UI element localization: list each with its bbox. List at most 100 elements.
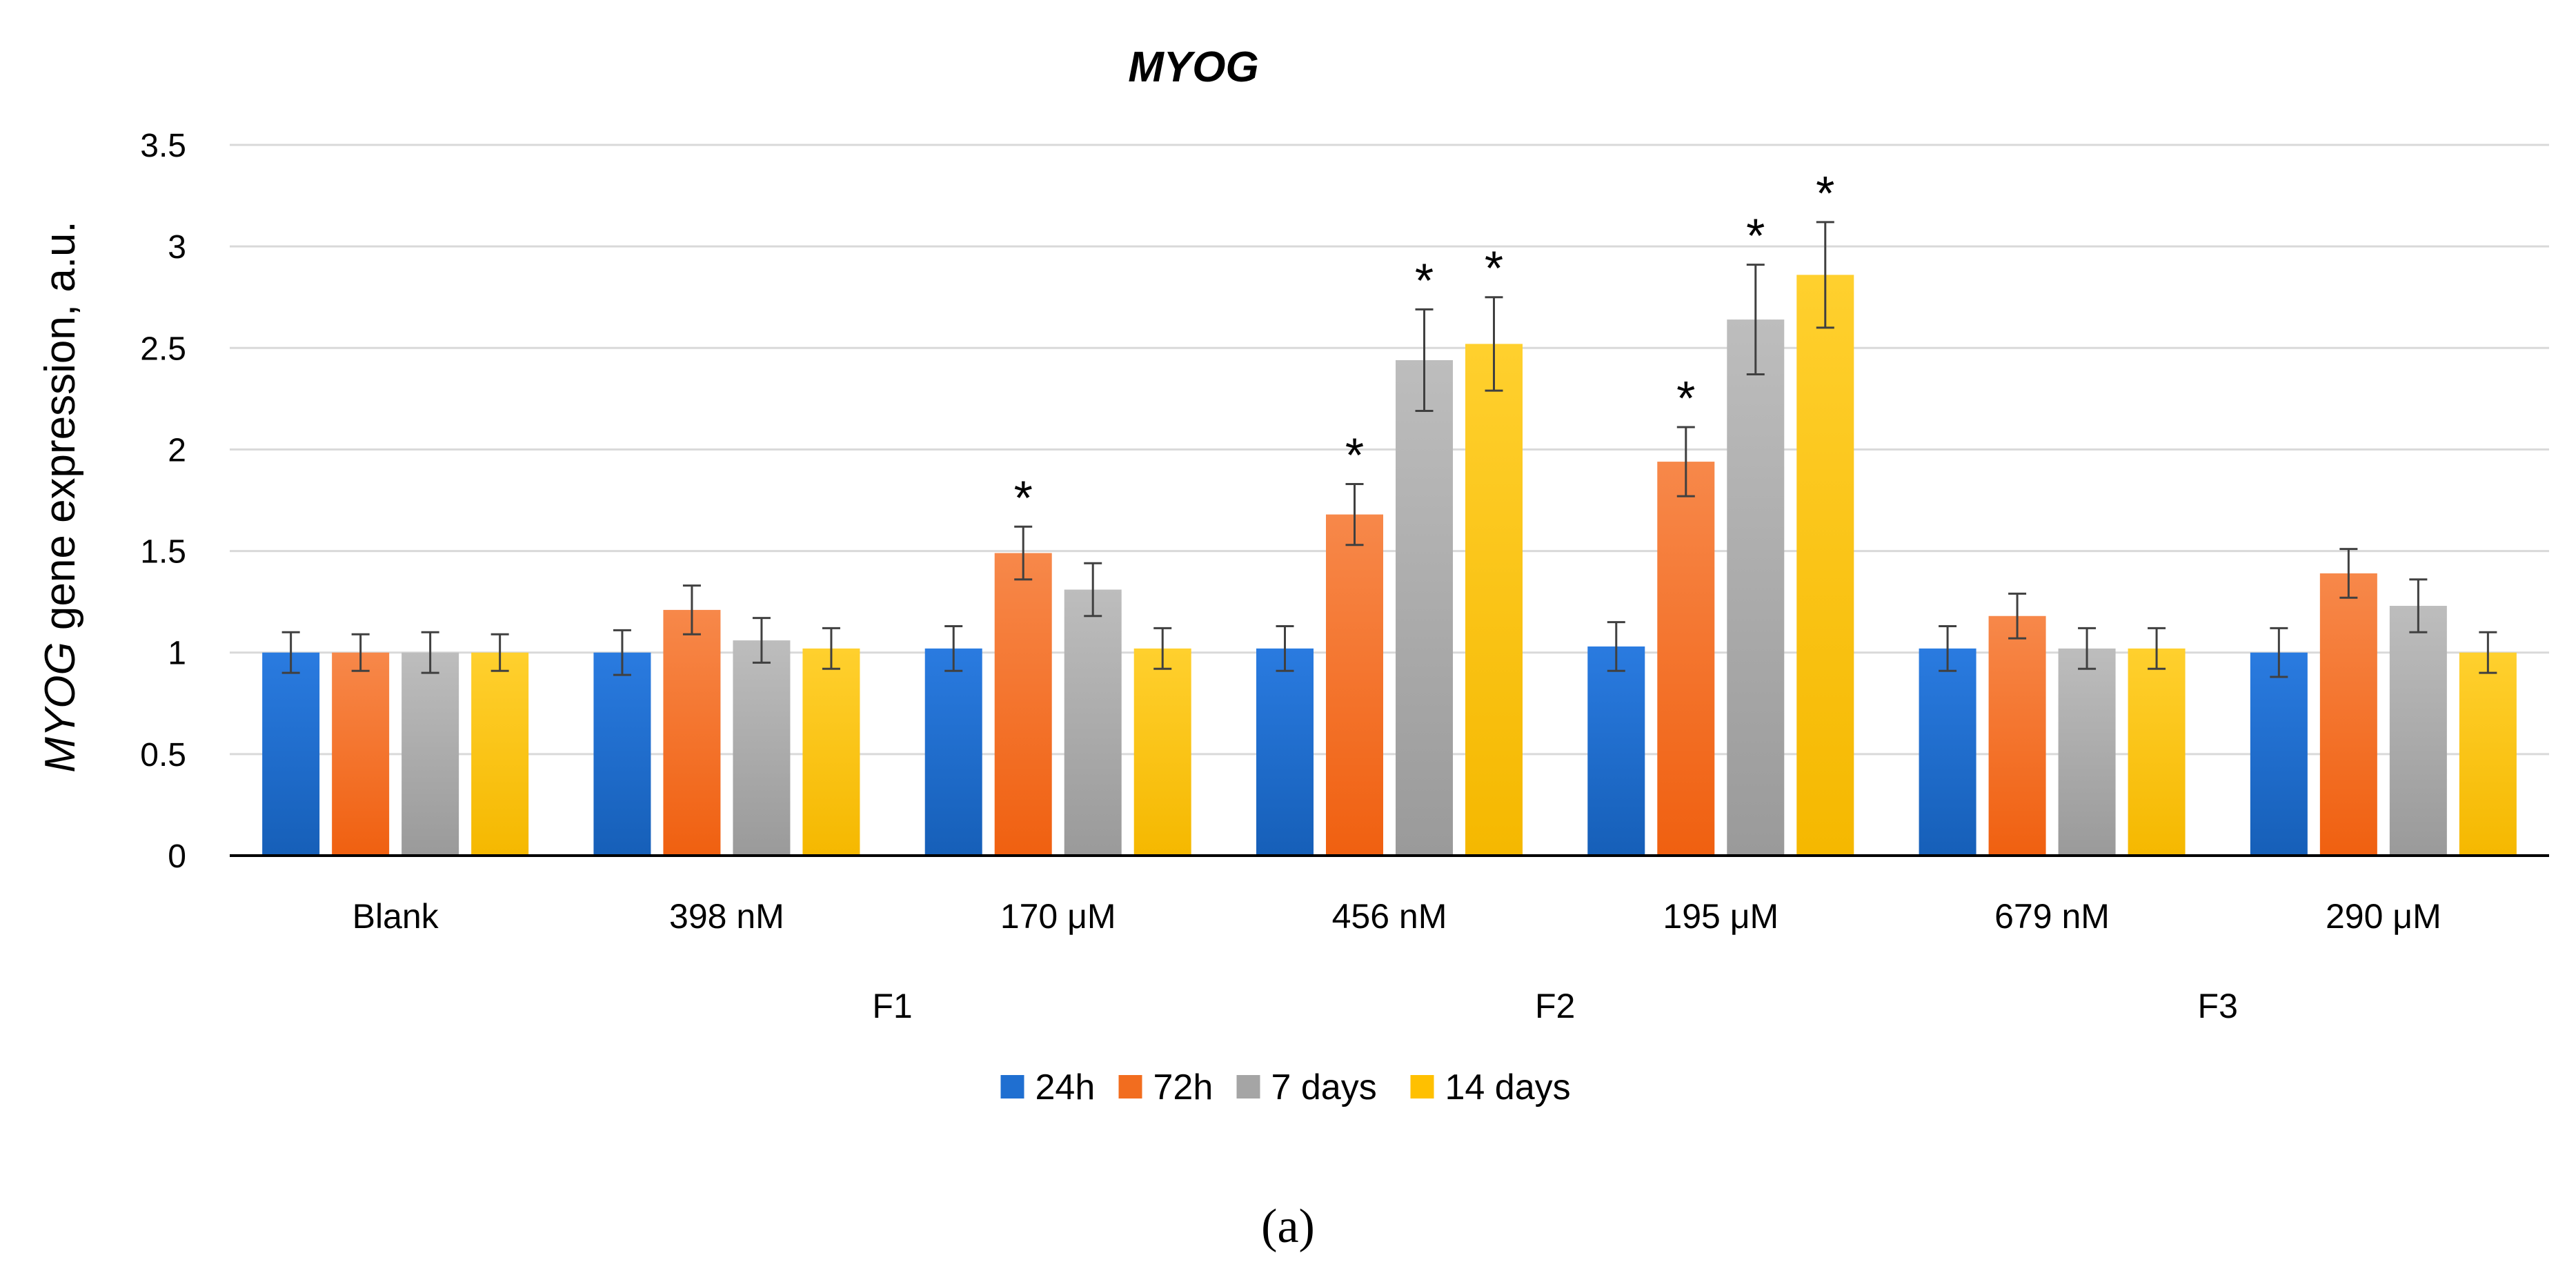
significance-star: *	[1345, 428, 1364, 482]
gridlines	[230, 144, 2549, 756]
chart-title: MYOG	[1128, 43, 1258, 91]
bar-7-days-4	[1727, 319, 1785, 856]
legend: 24h 72h 7 days 14 days	[1000, 1067, 1571, 1107]
bar-24h-1	[593, 652, 651, 856]
significance-star: *	[1014, 471, 1033, 524]
bar-72h-3	[1326, 514, 1383, 856]
error-bars	[281, 221, 2497, 678]
y-tick-label: 2.5	[140, 331, 186, 367]
error-bar	[2078, 627, 2097, 670]
y-tick-label: 1.5	[140, 534, 186, 571]
bar-24h-0	[262, 652, 320, 856]
bar-72h-5	[1988, 615, 2046, 856]
legend-label: 7 days	[1271, 1067, 1377, 1107]
bar-72h-4	[1657, 462, 1715, 856]
bar-72h-1	[663, 609, 721, 856]
bar-14-days-1	[802, 648, 860, 856]
error-bar	[2148, 627, 2166, 670]
error-bar	[822, 627, 840, 670]
legend-item-24h: 24h	[1000, 1067, 1096, 1107]
bar-14-days-6	[2459, 652, 2517, 856]
significance-star: *	[1816, 166, 1834, 220]
error-bar	[1345, 482, 1364, 546]
bar-7-days-6	[2389, 606, 2447, 856]
significance-star: *	[1746, 209, 1765, 263]
error-bar	[1939, 624, 1957, 672]
y-axis-ticks: 0 0.5 1 1.5 2 2.5 3 3.5	[140, 128, 186, 875]
error-bar	[1746, 264, 1765, 376]
bar-72h-6	[2319, 573, 2377, 856]
significance-star: *	[1485, 242, 1503, 295]
error-bar	[1415, 308, 1434, 413]
bars	[262, 275, 2517, 856]
x-category-label: 195 μM	[1663, 897, 1779, 936]
significance-markers: * * * * * * *	[1014, 166, 1835, 524]
error-bar	[351, 633, 370, 672]
y-tick-label: 2	[168, 432, 186, 469]
y-axis-label-rest: gene expression, a.u.	[37, 221, 84, 642]
error-bar	[421, 631, 439, 674]
legend-label: 14 days	[1445, 1067, 1571, 1107]
legend-swatch	[1118, 1075, 1142, 1098]
bar-14-days-0	[471, 652, 529, 856]
category-labels: Blank 398 nM 170 μM 456 nM 195 μM 679 nM 290 μ…	[353, 897, 2441, 936]
y-axis-label-gene: MYOG	[37, 642, 84, 772]
group-labels: F1 F2 F3	[872, 987, 2238, 1025]
x-category-label: 456 nM	[1332, 897, 1447, 936]
bar-7-days-3	[1396, 359, 1453, 856]
legend-label: 72h	[1153, 1067, 1213, 1107]
x-category-label: Blank	[353, 897, 439, 936]
bar-24h-4	[1587, 646, 1645, 856]
legend-item-14-days: 14 days	[1410, 1067, 1571, 1107]
x-category-label: 679 nM	[1994, 897, 2110, 936]
bar-14-days-5	[2128, 648, 2186, 856]
error-bar	[682, 584, 701, 636]
error-bar	[1485, 296, 1503, 392]
x-group-label: F3	[2198, 987, 2238, 1025]
bar-72h-0	[332, 652, 390, 856]
error-bar	[2409, 578, 2428, 633]
legend-swatch	[1236, 1075, 1260, 1098]
bar-7-days-5	[2058, 648, 2116, 856]
figure-caption: (a)	[1261, 1200, 1315, 1253]
x-category-label: 170 μM	[1000, 897, 1116, 936]
error-bar	[1607, 621, 1625, 672]
bar-14-days-3	[1465, 344, 1523, 856]
bar-24h-3	[1256, 648, 1314, 856]
bar-7-days-2	[1064, 589, 1122, 856]
legend-label: 24h	[1036, 1067, 1096, 1107]
bar-24h-5	[1919, 648, 1976, 856]
error-bar	[1084, 562, 1102, 618]
y-tick-label: 3	[168, 229, 186, 266]
y-axis-label: MYOG gene expression, a.u.	[37, 221, 84, 773]
bar-7-days-0	[402, 652, 459, 856]
bar-14-days-2	[1133, 648, 1191, 856]
bar-14-days-4	[1796, 275, 1854, 856]
error-bar	[1816, 221, 1834, 329]
legend-item-72h: 72h	[1118, 1067, 1213, 1107]
error-bar	[1276, 624, 1294, 672]
y-tick-label: 1	[168, 636, 186, 672]
error-bar	[1676, 426, 1695, 497]
x-category-label: 290 μM	[2326, 897, 2441, 936]
x-category-label: 398 nM	[669, 897, 784, 936]
error-bar	[752, 617, 771, 664]
legend-item-7-days: 7 days	[1236, 1067, 1377, 1107]
legend-swatch	[1000, 1075, 1024, 1098]
significance-star: *	[1676, 371, 1695, 425]
y-tick-label: 3.5	[140, 128, 186, 164]
error-bar	[2270, 627, 2288, 678]
bar-72h-2	[994, 553, 1052, 856]
bar-7-days-1	[733, 640, 791, 856]
error-bar	[281, 631, 300, 674]
error-bar	[2479, 631, 2497, 674]
legend-swatch	[1410, 1075, 1434, 1098]
error-bar	[944, 624, 963, 672]
y-tick-label: 0	[168, 838, 186, 875]
error-bar	[2339, 548, 2358, 599]
error-bar	[1014, 525, 1033, 581]
error-bar	[491, 633, 509, 672]
error-bar	[1153, 627, 1172, 670]
x-group-label: F2	[1535, 987, 1575, 1025]
